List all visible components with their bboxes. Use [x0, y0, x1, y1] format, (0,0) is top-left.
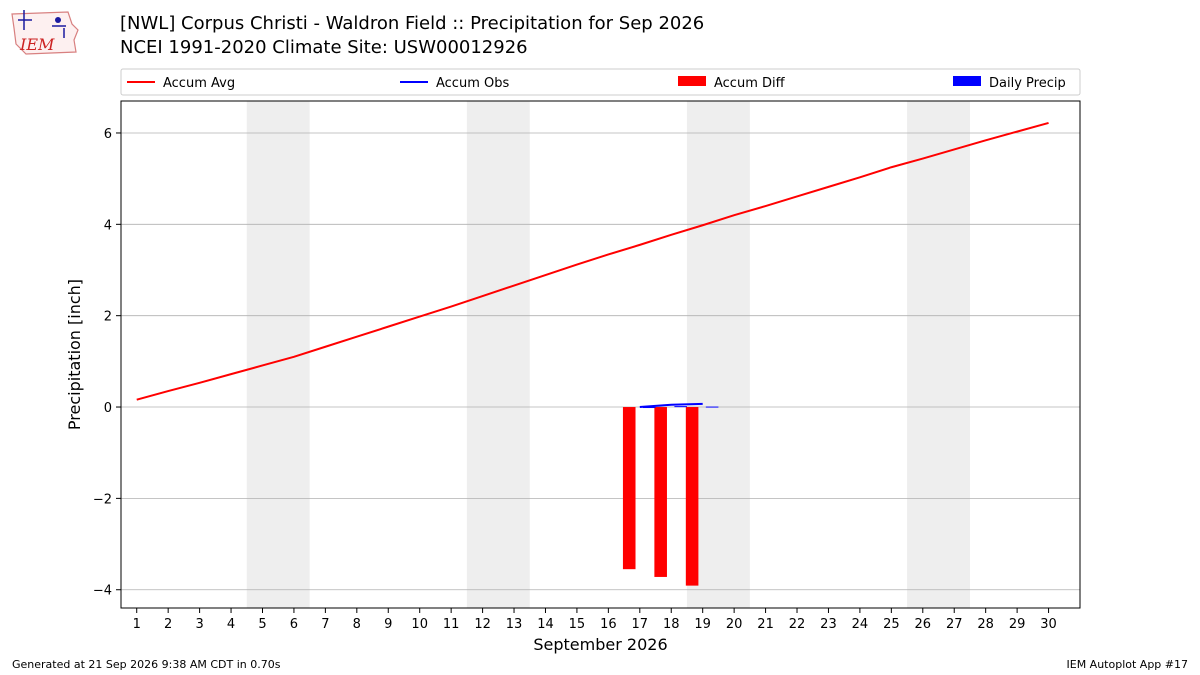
legend-label: Accum Diff	[714, 76, 786, 91]
x-tick-label: 30	[1040, 617, 1057, 632]
accum-obs-line	[639, 402, 703, 409]
x-tick-label: 25	[883, 617, 900, 632]
x-tick-label: 22	[789, 617, 806, 632]
accum-diff-bar	[622, 407, 636, 570]
line-layer	[136, 121, 1049, 409]
x-tick-label: 4	[227, 617, 235, 632]
x-tick-label: 26	[915, 617, 932, 632]
x-tick-label: 10	[411, 617, 428, 632]
legend-label: Accum Obs	[436, 76, 509, 91]
legend-swatch-accum-diff	[678, 76, 706, 86]
x-tick-label: 28	[977, 617, 994, 632]
x-tick-label: 6	[290, 617, 298, 632]
y-tick-label: 2	[104, 310, 112, 325]
x-tick-label: 24	[852, 617, 869, 632]
legend-box	[120, 68, 1081, 96]
iem-logo-text: IEM	[19, 35, 55, 54]
legend: Accum Avg Accum Obs Accum Diff Daily Precip	[120, 68, 1081, 96]
grid-layer	[121, 132, 1080, 591]
plot-frame	[120, 100, 1081, 609]
y-axis-label: Precipitation [inch]	[65, 279, 84, 430]
accum-diff-bar	[685, 407, 699, 586]
x-tick-label: 27	[946, 617, 963, 632]
daily-precip-bar	[642, 407, 656, 409]
accum-avg-line	[136, 121, 1049, 401]
x-tick-label: 2	[164, 617, 172, 632]
x-tick-label: 11	[443, 617, 460, 632]
x-tick-label: 23	[820, 617, 837, 632]
x-tick-label: 20	[726, 617, 743, 632]
y-tick-label: 0	[104, 401, 112, 416]
x-tick-label: 15	[569, 617, 586, 632]
iem-logo: IEM	[8, 6, 82, 58]
y-tick-label: 4	[104, 218, 112, 233]
y-tick-label: −2	[93, 492, 112, 507]
y-tick-label: −4	[93, 584, 112, 599]
accum-diff-bar	[654, 407, 667, 577]
x-tick-label: 16	[600, 617, 617, 632]
chart-subtitle: NCEI 1991-2020 Climate Site: USW00012926	[120, 37, 528, 58]
x-tick-label: 18	[663, 617, 680, 632]
x-tick-label: 7	[321, 617, 329, 632]
weekend-span	[466, 101, 530, 608]
legend-label: Accum Avg	[163, 76, 235, 91]
x-tick-label: 1	[133, 617, 141, 632]
legend-swatch-daily-precip	[953, 76, 981, 86]
chart-title: [NWL] Corpus Christi - Waldron Field :: …	[120, 13, 705, 34]
x-tick-label: 5	[258, 617, 266, 632]
x-tick-label: 17	[632, 617, 649, 632]
x-tick-label: 19	[694, 617, 711, 632]
generated-timestamp: Generated at 21 Sep 2026 9:38 AM CDT in …	[12, 658, 281, 671]
x-tick-label: 9	[384, 617, 392, 632]
daily-precip-bar	[674, 406, 687, 408]
x-axis-label: September 2026	[533, 635, 667, 654]
x-tick-label: 14	[537, 617, 554, 632]
x-tick-label: 8	[353, 617, 361, 632]
app-credit: IEM Autoplot App #17	[1066, 658, 1189, 671]
daily-precip-bar	[705, 406, 719, 408]
x-tick-label: 21	[757, 617, 774, 632]
legend-label: Daily Precip	[989, 76, 1066, 91]
x-tick-label: 3	[195, 617, 203, 632]
x-tick-label: 13	[506, 617, 523, 632]
bar-layer	[622, 406, 719, 586]
x-tick-label: 29	[1009, 617, 1026, 632]
weekend-span	[907, 101, 970, 608]
x-tick-label: 12	[474, 617, 491, 632]
y-tick-label: 6	[104, 127, 112, 142]
